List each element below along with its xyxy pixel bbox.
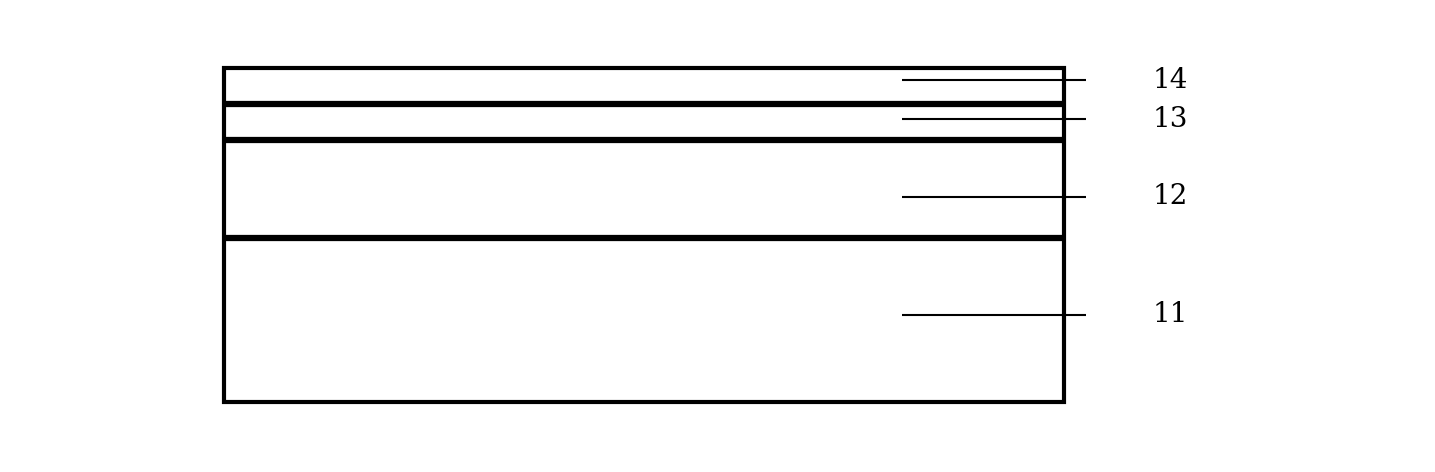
Bar (224, 104, 1063, 131)
Text: 13: 13 (1152, 106, 1188, 133)
Bar (224, 67, 1063, 95)
Text: 14: 14 (1152, 67, 1188, 94)
Bar (224, 140, 1063, 231)
Text: 12: 12 (1152, 183, 1188, 210)
Text: 11: 11 (1152, 301, 1188, 328)
Bar (224, 67, 1063, 402)
Bar (224, 238, 1063, 402)
